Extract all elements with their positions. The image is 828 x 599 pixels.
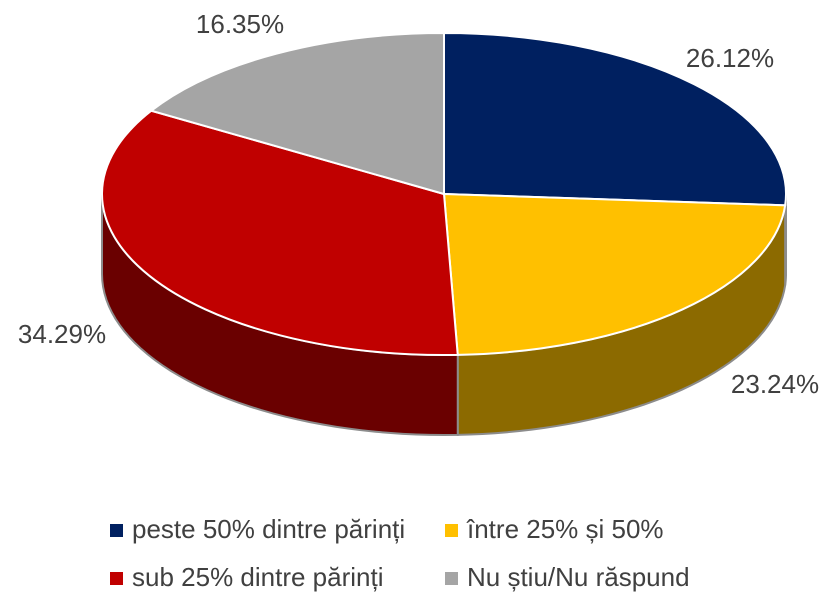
data-label: 26.12%	[686, 43, 774, 73]
data-label: 34.29%	[18, 319, 106, 349]
legend-label: Nu știu/Nu răspund	[467, 562, 690, 592]
data-label: 16.35%	[196, 9, 284, 39]
legend-label: sub 25% dintre părinți	[132, 562, 383, 592]
data-label: 23.24%	[731, 369, 819, 399]
pie-tops	[101, 31, 787, 356]
pie-slice	[101, 109, 459, 356]
legend-swatch	[445, 572, 458, 585]
legend: peste 50% dintre părinți între 25% și 50%…	[110, 514, 690, 592]
pie-slice	[149, 31, 445, 196]
legend-label: între 25% și 50%	[466, 514, 664, 544]
data-labels: 26.12% 23.24% 34.29% 16.35%	[18, 9, 819, 399]
legend-swatch	[445, 524, 458, 537]
pie-slice	[442, 192, 787, 356]
legend-swatch	[110, 572, 123, 585]
legend-label: peste 50% dintre părinți	[132, 514, 405, 544]
legend-swatch	[110, 524, 123, 537]
pie-slice	[443, 31, 787, 207]
